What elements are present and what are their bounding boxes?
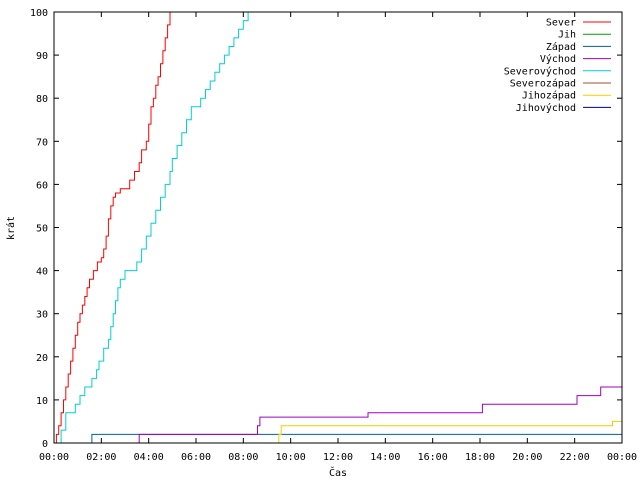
y-tick-label: 100 [30,8,48,19]
x-tick-label: 10:00 [276,452,306,463]
x-tick-label: 12:00 [323,452,353,463]
y-axis-label: krát [5,216,17,240]
y-tick-label: 20 [36,353,48,364]
x-tick-label: 00:00 [607,452,637,463]
y-tick-label: 50 [36,224,48,235]
x-tick-label: 18:00 [465,452,495,463]
y-tick-label: 30 [36,310,48,321]
x-tick-label: 02:00 [86,452,116,463]
x-axis-ticks: 00:00 02:00 04:00 06:00 08:00 10:00 12:00 14:00… [39,12,637,463]
y-tick-label: 0 [42,439,48,450]
legend-label: Západ [546,41,576,53]
x-tick-label: 20:00 [512,452,542,463]
y-tick-label: 70 [36,137,48,148]
series-line-východ [54,386,622,444]
legend-label: Sever [546,18,576,29]
series-line-severovýchod [54,12,249,444]
legend-label: Východ [540,53,576,65]
legend-label: Severovýchod [504,65,576,77]
x-tick-label: 22:00 [560,452,590,463]
y-tick-label: 40 [36,267,48,278]
legend-label: Jihozápad [522,90,576,102]
y-tick-label: 60 [36,180,48,191]
plot-frame [53,11,623,444]
y-tick-label: 80 [36,94,48,105]
legend-label: Jih [558,30,576,41]
legend-label: Severozápad [510,78,576,90]
x-tick-label: 08:00 [228,452,258,463]
x-axis-label: Čas [329,466,347,479]
series-line-jihozápad [54,420,622,444]
y-axis-ticks: 0 10 20 30 40 50 60 70 80 90 100 [30,8,622,450]
x-tick-label: 16:00 [418,452,448,463]
x-tick-label: 04:00 [134,452,164,463]
x-tick-label: 14:00 [370,452,400,463]
y-tick-label: 10 [36,396,48,407]
legend: SeverJihZápadVýchodSeverovýchodSeverozáp… [504,18,611,114]
series-line-sever [54,12,171,444]
legend-label: Jihovýchod [516,102,576,114]
y-tick-label: 90 [36,51,48,62]
x-tick-label: 00:00 [39,452,69,463]
x-tick-label: 06:00 [181,452,211,463]
